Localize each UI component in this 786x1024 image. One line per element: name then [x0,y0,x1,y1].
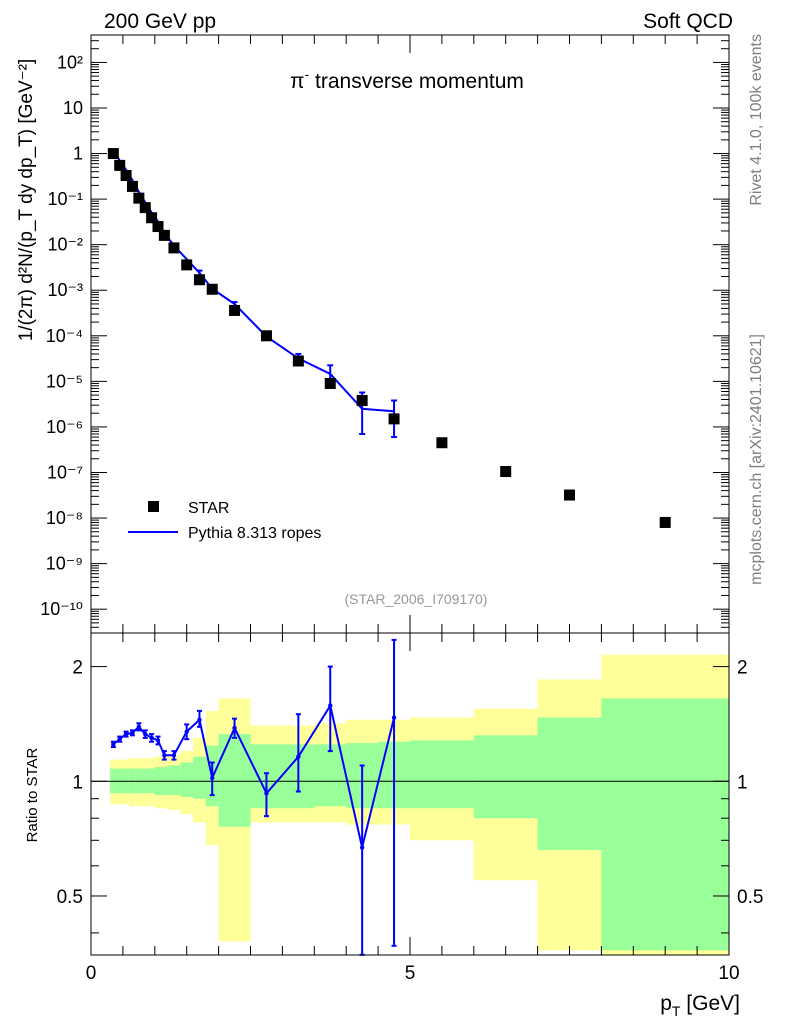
ratio-point [123,731,129,737]
ratio-point [197,717,202,722]
star-data-point [126,180,138,192]
ratio-point [111,742,116,747]
star-data-point [193,274,205,286]
uncertainty-band-inner [537,717,602,851]
main-y-tick-label: 10⁻¹⁰ [40,599,83,619]
main-y-tick-label: 10⁻² [47,235,83,255]
legend-pythia-label: Pythia 8.313 ropes [188,525,321,542]
x-tick-label: 0 [86,963,97,984]
star-data-point [388,413,400,425]
ratio-point [136,724,142,729]
main-title: π- transverse momentum [290,66,524,93]
star-data-point [114,159,126,171]
uncertainty-band-inner [410,740,474,809]
star-data-point [146,212,158,224]
star-data-point [158,229,170,241]
star-data-point [152,221,164,233]
legend-star-label: STAR [188,500,229,517]
ratio-point [232,725,237,731]
main-y-axis-label: 1/(2π) d²N/(p_T dy dp_T) [GeV⁻²] [16,59,37,342]
star-data-point [206,283,218,295]
uncertainty-band-inner [601,698,729,951]
uncertainty-band-inner [193,756,206,799]
ratio-point [130,730,135,736]
ratio-point [296,754,301,759]
star-data-point [436,437,448,449]
main-y-tick-label: 10 [63,98,83,118]
x-tick-label: 10 [718,963,739,984]
ratio-point [117,736,122,742]
main-y-tick-label: 10⁻⁵ [46,371,83,391]
main-y-tick-label: 10⁻³ [47,280,83,300]
legend: STAR Pythia 8.313 ropes [128,500,321,542]
star-data-point [139,202,151,214]
main-y-tick-label: 10⁻⁸ [46,508,83,528]
main-y-tick-label: 10⁻⁷ [47,462,83,482]
mcplots-label: mcplots.cern.ch [arXiv:2401.10621] [748,334,765,585]
analysis-tag: (STAR_2006_I709170) [345,591,488,607]
main-y-tick-label: 10⁻⁶ [46,417,83,437]
ratio-y-tick-label-right: 1 [737,772,748,793]
ratio-point [391,715,397,720]
star-data-point [229,304,241,316]
main-frame [90,34,730,634]
ratio-point [359,845,365,850]
uncertainty-band-inner [180,762,194,797]
star-data-point [168,242,180,254]
ratio-point [143,731,148,737]
uncertainty-band-inner [167,765,181,796]
main-y-tick-label: 10⁻⁹ [46,554,83,574]
ratio-point [328,703,333,708]
star-data-point [133,192,145,204]
main-y-tick-label: 10² [57,52,83,72]
x-tick-label: 5 [405,963,416,984]
ratio-y-tick-label: 0.5 [57,887,83,908]
star-data-point [659,516,671,528]
ratio-y-axis-label: Ratio to STAR [24,747,41,842]
main-y-tick-label: 10⁻¹ [47,189,83,209]
star-data-point [120,169,132,181]
ratio-point [264,791,269,796]
x-axis-label: pT [GeV] [660,992,740,1019]
ratio-point [210,775,215,781]
star-data-point [564,489,575,501]
star-data-point [324,377,336,389]
header-right: Soft QCD [643,10,733,33]
rivet-version-label: Rivet 4.1.0, 100k events [748,34,765,206]
pythia-line [112,148,395,413]
legend-star-marker [148,501,159,512]
main-y-tick-label: 1 [73,144,83,164]
star-data-point [260,330,272,342]
ratio-y-tick-label-right: 2 [737,658,748,679]
star-data-point [500,466,512,478]
star-data-point [107,148,119,160]
ratio-point [162,753,167,758]
ratio-point [155,738,161,743]
star-data-point [292,355,304,367]
uncertainty-band-inner [218,734,251,827]
main-panel: π- transverse momentum (STAR_2006_I70917… [16,34,730,634]
ratio-point [184,729,189,734]
star-data-point [181,259,193,271]
ratio-panel: 0.5 0.5 1 1 2 2 0 5 10 Ratio to STAR pT [GeV] [24,632,763,1019]
star-data-point [356,395,368,407]
uncertainty-band-inner [473,735,538,819]
header-left: 200 GeV pp [104,10,216,33]
ratio-y-tick-label-right: 0.5 [737,887,763,908]
ratio-y-tick-label: 2 [72,658,83,679]
ratio-point [149,735,154,741]
main-y-tick-label: 10⁻⁴ [46,326,83,346]
ratio-y-tick-label: 1 [72,772,83,793]
ratio-point [171,753,177,758]
